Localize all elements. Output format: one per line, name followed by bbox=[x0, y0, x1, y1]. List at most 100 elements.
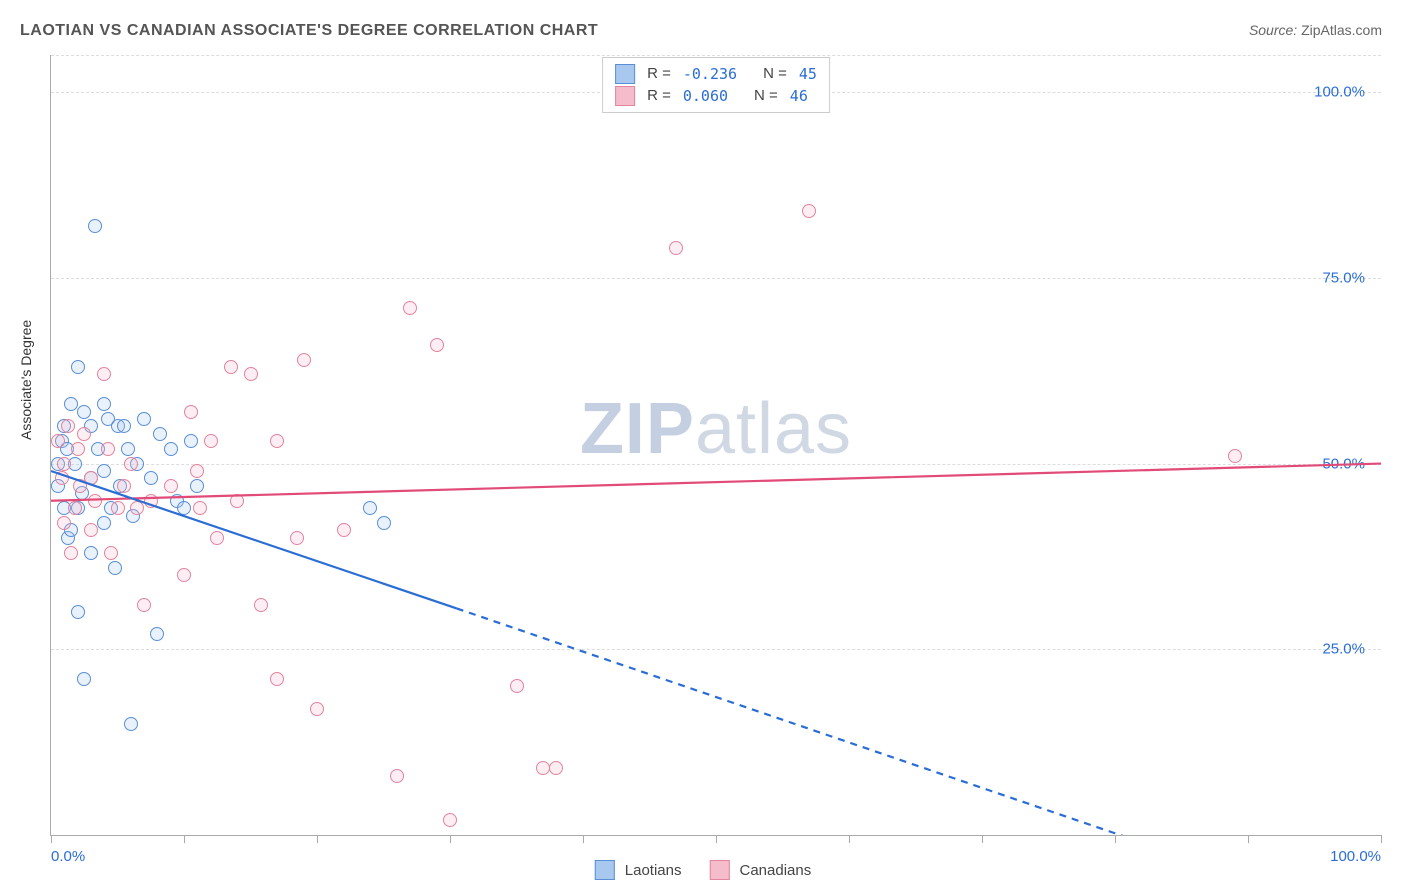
legend-row-laotians: R = -0.236 N = 45 bbox=[615, 63, 817, 85]
legend-r-value-canadians: 0.060 bbox=[683, 85, 728, 107]
legend-n-label: N = bbox=[763, 63, 787, 85]
y-tick-label: 25.0% bbox=[1322, 641, 1365, 658]
y-tick-label: 50.0% bbox=[1322, 455, 1365, 472]
chart-title: LAOTIAN VS CANADIAN ASSOCIATE'S DEGREE C… bbox=[20, 22, 598, 40]
data-point bbox=[108, 561, 122, 575]
x-tick-label: 100.0% bbox=[1330, 848, 1381, 865]
data-point bbox=[55, 471, 69, 485]
data-point bbox=[224, 360, 238, 374]
legend-label-canadians: Canadians bbox=[740, 862, 812, 879]
legend-n-label: N = bbox=[754, 85, 778, 107]
data-point bbox=[164, 479, 178, 493]
series-legend: Laotians Canadians bbox=[595, 860, 811, 880]
y-tick-label: 75.0% bbox=[1322, 269, 1365, 286]
data-point bbox=[177, 501, 191, 515]
watermark-zip: ZIP bbox=[580, 389, 695, 469]
correlation-legend: R = -0.236 N = 45 R = 0.060 N = 46 bbox=[602, 57, 830, 113]
data-point bbox=[61, 419, 75, 433]
legend-r-label: R = bbox=[647, 63, 671, 85]
trend-lines bbox=[51, 55, 1381, 835]
data-point bbox=[164, 442, 178, 456]
data-point bbox=[310, 702, 324, 716]
data-point bbox=[121, 442, 135, 456]
legend-row-canadians: R = 0.060 N = 46 bbox=[615, 85, 817, 107]
data-point bbox=[270, 672, 284, 686]
data-point bbox=[84, 546, 98, 560]
data-point bbox=[77, 405, 91, 419]
legend-r-label: R = bbox=[647, 85, 671, 107]
data-point bbox=[130, 501, 144, 515]
data-point bbox=[190, 464, 204, 478]
source-label: Source: bbox=[1249, 22, 1297, 38]
watermark-atlas: atlas bbox=[695, 389, 852, 469]
data-point bbox=[144, 494, 158, 508]
data-point bbox=[137, 412, 151, 426]
data-point bbox=[97, 464, 111, 478]
data-point bbox=[71, 605, 85, 619]
data-point bbox=[88, 494, 102, 508]
data-point bbox=[177, 568, 191, 582]
data-point bbox=[193, 501, 207, 515]
data-point bbox=[68, 501, 82, 515]
data-point bbox=[77, 427, 91, 441]
source-attribution: Source: ZipAtlas.com bbox=[1249, 22, 1382, 38]
data-point bbox=[244, 367, 258, 381]
swatch-canadians-icon bbox=[710, 860, 730, 880]
data-point bbox=[101, 442, 115, 456]
data-point bbox=[184, 434, 198, 448]
data-point bbox=[549, 761, 563, 775]
data-point bbox=[1228, 449, 1242, 463]
data-point bbox=[137, 598, 151, 612]
data-point bbox=[64, 397, 78, 411]
data-point bbox=[297, 353, 311, 367]
data-point bbox=[669, 241, 683, 255]
data-point bbox=[210, 531, 224, 545]
data-point bbox=[57, 516, 71, 530]
swatch-canadians bbox=[615, 86, 635, 106]
legend-n-value-canadians: 46 bbox=[790, 85, 808, 107]
swatch-laotians bbox=[615, 64, 635, 84]
data-point bbox=[64, 546, 78, 560]
data-point bbox=[111, 501, 125, 515]
data-point bbox=[153, 427, 167, 441]
legend-r-value-laotians: -0.236 bbox=[683, 63, 737, 85]
data-point bbox=[71, 442, 85, 456]
data-point bbox=[124, 717, 138, 731]
data-point bbox=[97, 516, 111, 530]
y-tick-label: 100.0% bbox=[1314, 84, 1365, 101]
data-point bbox=[430, 338, 444, 352]
data-point bbox=[84, 471, 98, 485]
data-point bbox=[124, 457, 138, 471]
data-point bbox=[510, 679, 524, 693]
legend-item-laotians: Laotians bbox=[595, 860, 682, 880]
data-point bbox=[363, 501, 377, 515]
data-point bbox=[290, 531, 304, 545]
data-point bbox=[97, 367, 111, 381]
data-point bbox=[377, 516, 391, 530]
data-point bbox=[337, 523, 351, 537]
legend-item-canadians: Canadians bbox=[710, 860, 812, 880]
legend-label-laotians: Laotians bbox=[625, 862, 682, 879]
data-point bbox=[190, 479, 204, 493]
data-point bbox=[51, 434, 65, 448]
watermark: ZIPatlas bbox=[580, 388, 852, 470]
data-point bbox=[77, 672, 91, 686]
data-point bbox=[204, 434, 218, 448]
data-point bbox=[443, 813, 457, 827]
swatch-laotians-icon bbox=[595, 860, 615, 880]
data-point bbox=[84, 523, 98, 537]
data-point bbox=[88, 219, 102, 233]
data-point bbox=[117, 419, 131, 433]
data-point bbox=[403, 301, 417, 315]
data-point bbox=[97, 397, 111, 411]
data-point bbox=[150, 627, 164, 641]
data-point bbox=[104, 546, 118, 560]
data-point bbox=[184, 405, 198, 419]
data-point bbox=[144, 471, 158, 485]
data-point bbox=[117, 479, 131, 493]
source-value: ZipAtlas.com bbox=[1301, 22, 1382, 38]
x-tick-label: 0.0% bbox=[51, 848, 85, 865]
data-point bbox=[57, 457, 71, 471]
data-point bbox=[270, 434, 284, 448]
data-point bbox=[390, 769, 404, 783]
